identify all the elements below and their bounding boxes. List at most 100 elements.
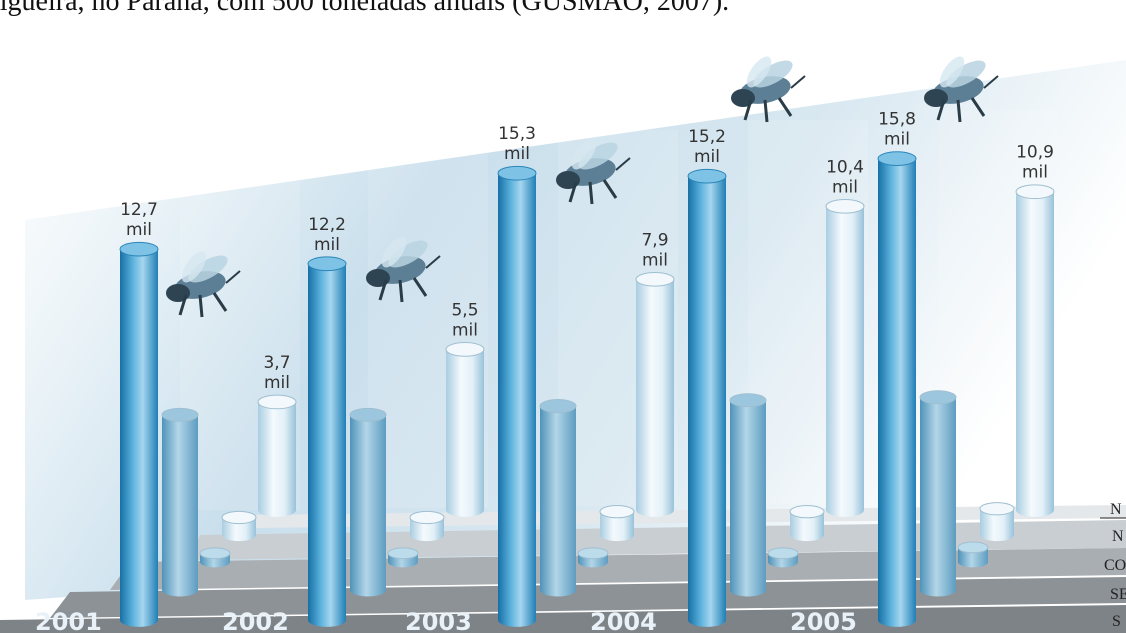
bar-top [497, 165, 537, 181]
bar-value-label: 3,7 [263, 353, 290, 373]
bar-top [539, 399, 577, 414]
bar-body [120, 249, 158, 620]
bar-body [688, 176, 726, 620]
bar-unit-label: mil [264, 373, 290, 393]
bar-base [768, 556, 798, 568]
bar-value-label: 15,8 [878, 110, 916, 130]
x-tick-label: 2004 [590, 608, 657, 633]
bar-base [920, 583, 956, 597]
bar-top [1015, 184, 1055, 200]
bar-top [199, 547, 231, 560]
bar-top [979, 502, 1015, 516]
bar-top [119, 241, 159, 257]
bar-unit-label: mil [504, 144, 530, 164]
bar-base [120, 613, 158, 627]
bar-top [767, 547, 799, 560]
bar-top [577, 547, 609, 560]
bee-icon [366, 236, 441, 303]
bar [767, 547, 799, 568]
bar-base [350, 583, 386, 597]
bar-top [919, 390, 957, 405]
bee-icon [556, 138, 631, 205]
bar-base [790, 528, 824, 542]
bar-base [162, 583, 198, 597]
bar-value-label: 10,9 [1016, 143, 1054, 163]
bar-body [790, 511, 824, 535]
bar-top [409, 510, 445, 525]
bar-body [826, 206, 864, 510]
bar-base [222, 528, 256, 542]
bar-unit-label: mil [832, 177, 858, 197]
bar-top [161, 407, 199, 422]
bar [161, 407, 199, 597]
bar-top [349, 407, 387, 422]
bar-base [688, 613, 726, 627]
bar [957, 541, 989, 568]
bar-base [636, 503, 674, 517]
bar-body [730, 400, 766, 590]
bar [577, 547, 609, 568]
bar [979, 502, 1015, 542]
bar-body [920, 397, 956, 590]
bar-unit-label: mil [642, 250, 668, 270]
bar-base [980, 528, 1014, 542]
bar-unit-label: mil [884, 130, 910, 150]
bar-base [578, 556, 608, 568]
bar-top [877, 151, 917, 166]
bar-body [540, 406, 576, 590]
region-label: CO [1104, 557, 1126, 574]
x-tick-label: 2003 [405, 608, 472, 633]
bar-value-label: 15,2 [688, 127, 726, 147]
bar-base [826, 503, 864, 517]
bar-value-label: 5,5 [451, 300, 478, 320]
bar-top [957, 541, 989, 554]
region-labels: N N CO SE S [1100, 501, 1126, 630]
bar-base [540, 583, 576, 597]
bar-body [1016, 191, 1054, 510]
bar-value-label: 10,4 [826, 157, 864, 177]
bar-value-label: 12,7 [120, 200, 158, 220]
bee-icon [166, 251, 241, 318]
bar [221, 510, 257, 542]
x-tick-label: 2002 [222, 608, 289, 633]
bar-base [878, 613, 916, 627]
bar-value-label: 7,9 [641, 230, 668, 250]
bar-base [308, 613, 346, 627]
bar-top [599, 505, 635, 519]
bar [919, 390, 957, 597]
bar-body [878, 158, 916, 620]
bar-value-label: 12,2 [308, 215, 346, 235]
bar-body [258, 401, 296, 510]
bar-base [258, 503, 296, 517]
region-label: S [1112, 613, 1121, 630]
header-text: tigueira, no Paraná, com 500 toneladas a… [0, 0, 730, 17]
bar-unit-label: mil [452, 320, 478, 340]
bar-body [308, 263, 346, 620]
bar-top [687, 168, 727, 184]
bar [349, 407, 387, 597]
bar-base [200, 556, 230, 568]
background-columns [180, 110, 1058, 510]
bar-body [600, 511, 634, 535]
bar-top [825, 198, 865, 214]
bar-top [387, 547, 419, 560]
bar-body [636, 279, 674, 510]
region-label: N [1112, 528, 1124, 545]
region-label: SE [1110, 586, 1126, 603]
bar [409, 510, 445, 542]
region-label: N [1110, 501, 1122, 518]
bar-base [958, 556, 988, 568]
bar-unit-label: mil [126, 220, 152, 240]
bar [539, 399, 577, 597]
bar-base [600, 528, 634, 542]
